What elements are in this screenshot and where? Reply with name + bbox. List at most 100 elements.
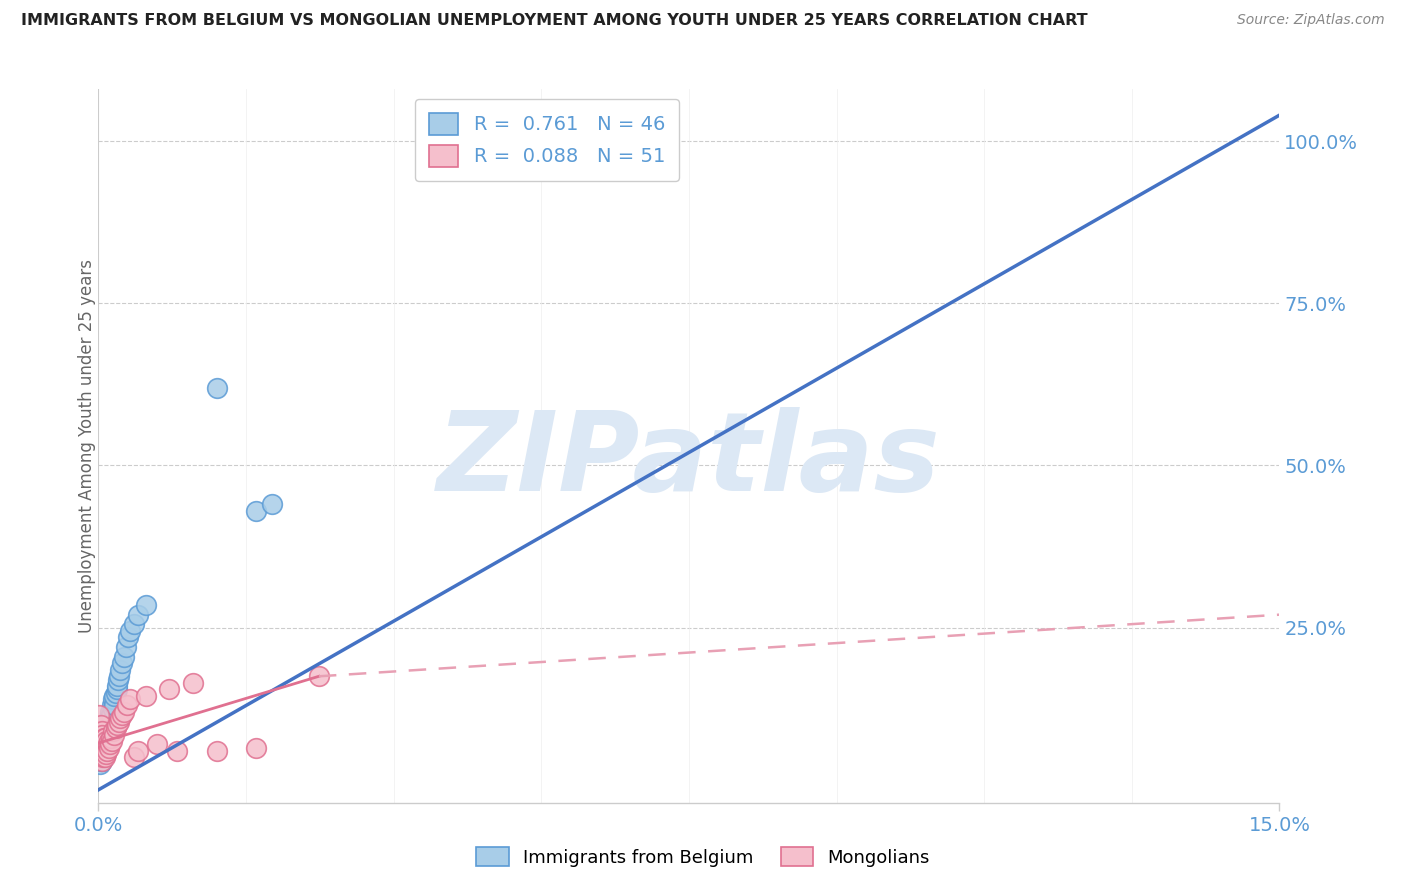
Point — [98, 711, 121, 725]
Point — [89, 750, 111, 764]
Point — [115, 698, 138, 713]
Point — [91, 750, 114, 764]
Point — [91, 731, 114, 745]
Point — [93, 747, 115, 761]
Point — [93, 724, 115, 739]
Point — [104, 685, 127, 699]
Point — [308, 669, 330, 683]
Point — [108, 669, 131, 683]
Point — [103, 692, 125, 706]
Point — [101, 702, 124, 716]
Point — [112, 705, 135, 719]
Point — [90, 718, 112, 732]
Point — [101, 724, 124, 739]
Point — [157, 682, 180, 697]
Point — [104, 721, 127, 735]
Point — [122, 617, 145, 632]
Point — [96, 728, 118, 742]
Point — [89, 756, 111, 771]
Point — [94, 734, 117, 748]
Point — [89, 724, 111, 739]
Point — [205, 744, 228, 758]
Legend: Immigrants from Belgium, Mongolians: Immigrants from Belgium, Mongolians — [470, 840, 936, 874]
Point — [111, 708, 134, 723]
Point — [91, 740, 114, 755]
Point — [89, 738, 111, 752]
Point — [96, 731, 118, 745]
Point — [103, 689, 125, 703]
Y-axis label: Unemployment Among Youth under 25 years: Unemployment Among Youth under 25 years — [79, 259, 96, 633]
Point — [245, 504, 267, 518]
Point — [127, 744, 149, 758]
Point — [111, 657, 134, 671]
Point — [90, 754, 112, 768]
Point — [93, 750, 115, 764]
Point — [93, 731, 115, 745]
Point — [90, 747, 112, 761]
Point — [112, 649, 135, 664]
Point — [96, 721, 118, 735]
Point — [90, 738, 112, 752]
Point — [91, 734, 114, 748]
Point — [115, 640, 138, 654]
Point — [91, 750, 114, 764]
Point — [100, 708, 122, 723]
Point — [135, 598, 157, 612]
Point — [98, 734, 121, 748]
Point — [93, 738, 115, 752]
Point — [103, 698, 125, 713]
Point — [90, 750, 112, 764]
Point — [105, 718, 128, 732]
Point — [108, 714, 131, 729]
Point — [101, 734, 124, 748]
Point — [90, 750, 112, 764]
Point — [89, 708, 111, 723]
Point — [97, 718, 120, 732]
Point — [118, 624, 141, 638]
Point — [97, 740, 120, 755]
Point — [96, 747, 118, 761]
Point — [205, 381, 228, 395]
Point — [117, 631, 139, 645]
Point — [96, 744, 118, 758]
Point — [146, 738, 169, 752]
Point — [90, 724, 112, 739]
Point — [135, 689, 157, 703]
Point — [91, 728, 114, 742]
Point — [93, 740, 115, 755]
Text: ZIPatlas: ZIPatlas — [437, 407, 941, 514]
Point — [98, 705, 121, 719]
Point — [97, 738, 120, 752]
Point — [90, 740, 112, 755]
Point — [110, 663, 132, 677]
Point — [98, 738, 121, 752]
Point — [93, 731, 115, 745]
Point — [97, 721, 120, 735]
Legend: R =  0.761   N = 46, R =  0.088   N = 51: R = 0.761 N = 46, R = 0.088 N = 51 — [415, 99, 679, 181]
Point — [91, 744, 114, 758]
Point — [105, 679, 128, 693]
Point — [90, 740, 112, 755]
Point — [260, 497, 283, 511]
Point — [89, 724, 111, 739]
Point — [91, 744, 114, 758]
Text: IMMIGRANTS FROM BELGIUM VS MONGOLIAN UNEMPLOYMENT AMONG YOUTH UNDER 25 YEARS COR: IMMIGRANTS FROM BELGIUM VS MONGOLIAN UNE… — [21, 13, 1088, 29]
Point — [127, 607, 149, 622]
Point — [118, 692, 141, 706]
Point — [91, 754, 114, 768]
Point — [245, 740, 267, 755]
Point — [103, 728, 125, 742]
Text: Source: ZipAtlas.com: Source: ZipAtlas.com — [1237, 13, 1385, 28]
Point — [91, 734, 114, 748]
Point — [90, 731, 112, 745]
Point — [181, 675, 204, 690]
Point — [90, 754, 112, 768]
Point — [122, 750, 145, 764]
Point — [100, 731, 122, 745]
Point — [93, 731, 115, 745]
Point — [110, 711, 132, 725]
Point — [101, 698, 124, 713]
Point — [107, 673, 129, 687]
Point — [94, 744, 117, 758]
Point — [105, 682, 128, 697]
